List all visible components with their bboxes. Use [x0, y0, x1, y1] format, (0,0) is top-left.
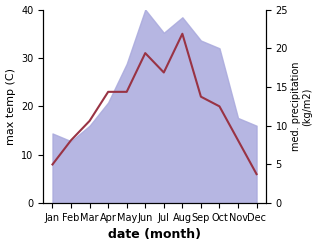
Y-axis label: max temp (C): max temp (C)	[5, 68, 16, 145]
X-axis label: date (month): date (month)	[108, 228, 201, 242]
Y-axis label: med. precipitation
(kg/m2): med. precipitation (kg/m2)	[291, 62, 313, 151]
